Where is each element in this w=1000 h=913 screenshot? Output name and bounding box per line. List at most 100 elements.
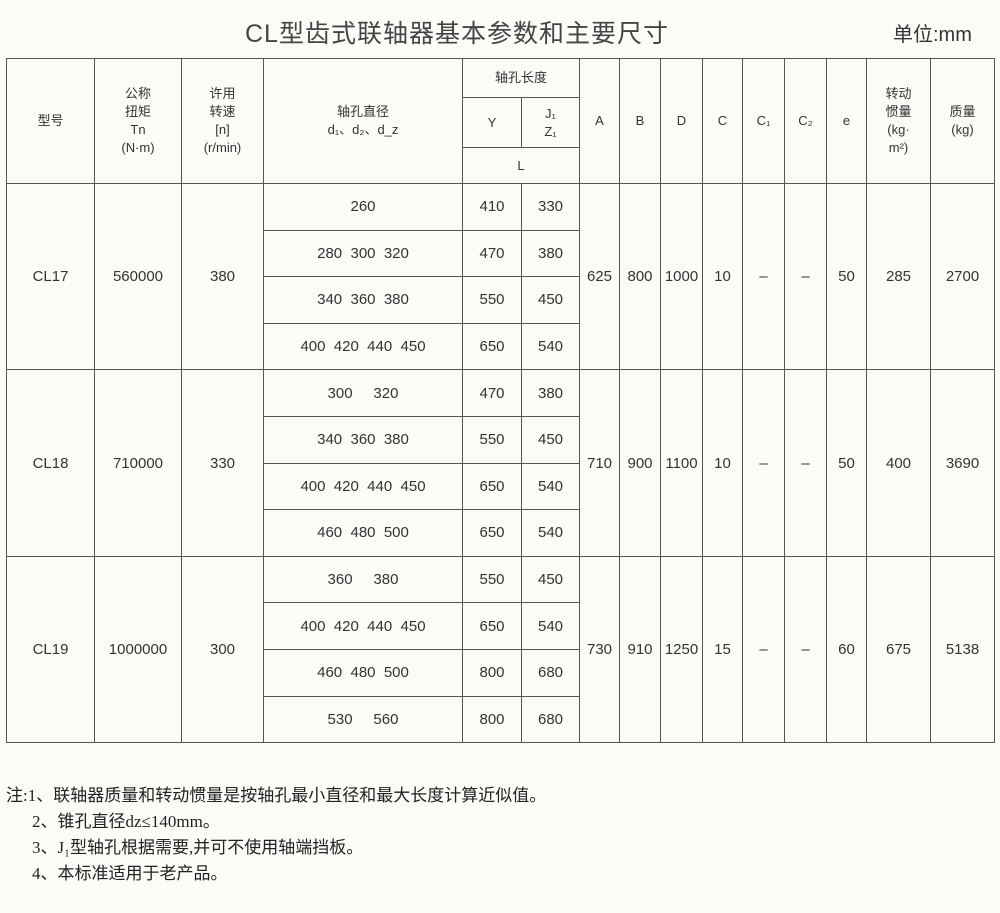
- length-j1z1-cell: 540: [521, 509, 580, 557]
- header-A: A: [579, 58, 620, 184]
- inertia-cell: 400: [866, 369, 931, 557]
- header-C2: C₂: [784, 58, 827, 184]
- model-cell: CL18: [6, 369, 95, 557]
- table-row: 400 420 440 450 650 540: [7, 602, 995, 650]
- header-inertia: 转动 惯量 (kg· m²): [866, 58, 931, 184]
- unit-label: 单位:mm: [893, 24, 972, 46]
- c-cell: 10: [702, 369, 743, 557]
- b-cell: 910: [619, 555, 661, 744]
- c2-cell: –: [784, 182, 827, 371]
- bore-diameter-cell: 260: [263, 183, 463, 231]
- length-y-cell: 650: [462, 602, 522, 650]
- header-B: B: [619, 58, 661, 184]
- e-cell: 50: [826, 182, 867, 371]
- header-C1: C₁: [742, 58, 785, 184]
- table-row: 340 360 380 550 450: [7, 415, 995, 464]
- table-row: CL17 560000 380 260 410 330 625 800 1000 10– –50 28…: [6, 182, 995, 371]
- length-j1z1-cell: 680: [521, 648, 580, 697]
- length-y-cell: 470: [462, 229, 522, 278]
- table-row: 400 420 440 450 650 540: [7, 462, 995, 511]
- table-row: 460 480 500 650 540: [7, 509, 995, 557]
- table-row: 280 300 320 470 380: [7, 229, 995, 278]
- speed-cell: 330: [181, 369, 264, 557]
- bore-diameter-cell: 300 320: [263, 369, 463, 417]
- header-mass: 质量 (kg): [930, 58, 995, 184]
- a-cell: 710: [579, 369, 620, 557]
- speed-cell: 380: [181, 182, 264, 371]
- bore-diameter-cell: 280 300 320: [263, 229, 463, 278]
- length-j1z1-cell: 540: [521, 322, 580, 371]
- bore-diameter-cell: 340 360 380: [263, 415, 463, 464]
- header-Y: Y: [462, 97, 522, 148]
- table-header: 型号 公称 扭矩 Tn (N·m) 许用 转速 [n] (r/min) 轴孔直径 d₁、d₂、…: [6, 58, 995, 184]
- header-C: C: [702, 58, 743, 184]
- length-j1z1-cell: 680: [521, 695, 580, 744]
- length-j1z1-cell: 380: [521, 369, 580, 417]
- bore-diameter-cell: 400 420 440 450: [263, 602, 463, 650]
- length-y-cell: 550: [462, 555, 522, 604]
- table-row: 460 480 500 800 680: [7, 648, 995, 697]
- length-y-cell: 470: [462, 369, 522, 417]
- length-y-cell: 550: [462, 415, 522, 464]
- length-y-cell: 410: [462, 183, 522, 231]
- torque-cell: 1000000: [94, 555, 182, 744]
- c2-cell: –: [784, 555, 827, 744]
- inertia-cell: 285: [866, 182, 931, 371]
- bore-diameter-cell: 530 560: [263, 695, 463, 744]
- bore-diameter-cell: 360 380: [263, 555, 463, 604]
- torque-cell: 560000: [94, 182, 182, 371]
- speed-cell: 300: [181, 555, 264, 744]
- mass-cell: 2700: [930, 182, 995, 371]
- mass-cell: 5138: [930, 555, 995, 744]
- parameter-table: 型号 公称 扭矩 Tn (N·m) 许用 转速 [n] (r/min) 轴孔直径 d₁、d₂、…: [6, 58, 995, 744]
- note-3: 3、J₁型轴孔根据需要,并可不使用轴端挡板。: [32, 838, 364, 857]
- c1-cell: –: [742, 369, 785, 557]
- c1-cell: –: [742, 182, 785, 371]
- model-cell: CL17: [6, 182, 95, 371]
- torque-cell: 710000: [94, 369, 182, 557]
- b-cell: 900: [619, 369, 661, 557]
- table-row: 340 360 380 550 450: [7, 276, 995, 324]
- header-e: e: [826, 58, 867, 184]
- header-speed: 许用 转速 [n] (r/min): [181, 58, 264, 184]
- header-D: D: [660, 58, 703, 184]
- mass-cell: 3690: [930, 369, 995, 557]
- a-cell: 625: [579, 182, 620, 371]
- inertia-cell: 675: [866, 555, 931, 744]
- length-y-cell: 650: [462, 509, 522, 557]
- e-cell: 60: [826, 555, 867, 744]
- notes: 注:1、联轴器质量和转动惯量是按轴孔最小直径和最大长度计算近似值。 2、锥孔直径…: [6, 783, 546, 887]
- note-1: 注:1、联轴器质量和转动惯量是按轴孔最小直径和最大长度计算近似值。: [6, 786, 547, 805]
- b-cell: 800: [619, 182, 661, 371]
- d-cell: 1000: [660, 182, 703, 371]
- length-j1z1-cell: 330: [521, 183, 580, 231]
- table-row: CL19 1000000 300 360 380 550 450 730 910 1250 15–…: [6, 555, 995, 744]
- note-4: 4、本标准适用于老产品。: [32, 864, 228, 883]
- d-cell: 1100: [660, 369, 703, 557]
- bore-diameter-cell: 400 420 440 450: [263, 462, 463, 511]
- header-L: L: [462, 147, 580, 184]
- model-cell: CL19: [6, 555, 95, 744]
- length-j1z1-cell: 450: [521, 555, 580, 604]
- bore-diameter-cell: 460 480 500: [263, 509, 463, 557]
- note-2: 2、锥孔直径dz≤140mm。: [32, 812, 220, 831]
- header-bore-length: 轴孔长度: [462, 58, 580, 98]
- header-torque: 公称 扭矩 Tn (N·m): [94, 58, 182, 184]
- c1-cell: –: [742, 555, 785, 744]
- bore-diameter-cell: 460 480 500: [263, 648, 463, 697]
- c-cell: 10: [702, 182, 743, 371]
- table-body: CL17 560000 380 260 410 330 625 800 1000 10– –50 28…: [6, 182, 995, 744]
- c-cell: 15: [702, 555, 743, 744]
- d-cell: 1250: [660, 555, 703, 744]
- table-row: 400 420 440 450 650 540: [7, 322, 995, 371]
- bore-diameter-cell: 340 360 380: [263, 276, 463, 324]
- length-j1z1-cell: 450: [521, 415, 580, 464]
- length-y-cell: 650: [462, 322, 522, 371]
- header-bore-diameter: 轴孔直径 d₁、d₂、d_z: [263, 58, 463, 184]
- length-j1z1-cell: 450: [521, 276, 580, 324]
- length-y-cell: 800: [462, 695, 522, 744]
- length-j1z1-cell: 380: [521, 229, 580, 278]
- length-y-cell: 550: [462, 276, 522, 324]
- table-row: 530 560 800 680: [7, 695, 995, 744]
- header-J1Z1: J₁ Z₁: [521, 97, 580, 148]
